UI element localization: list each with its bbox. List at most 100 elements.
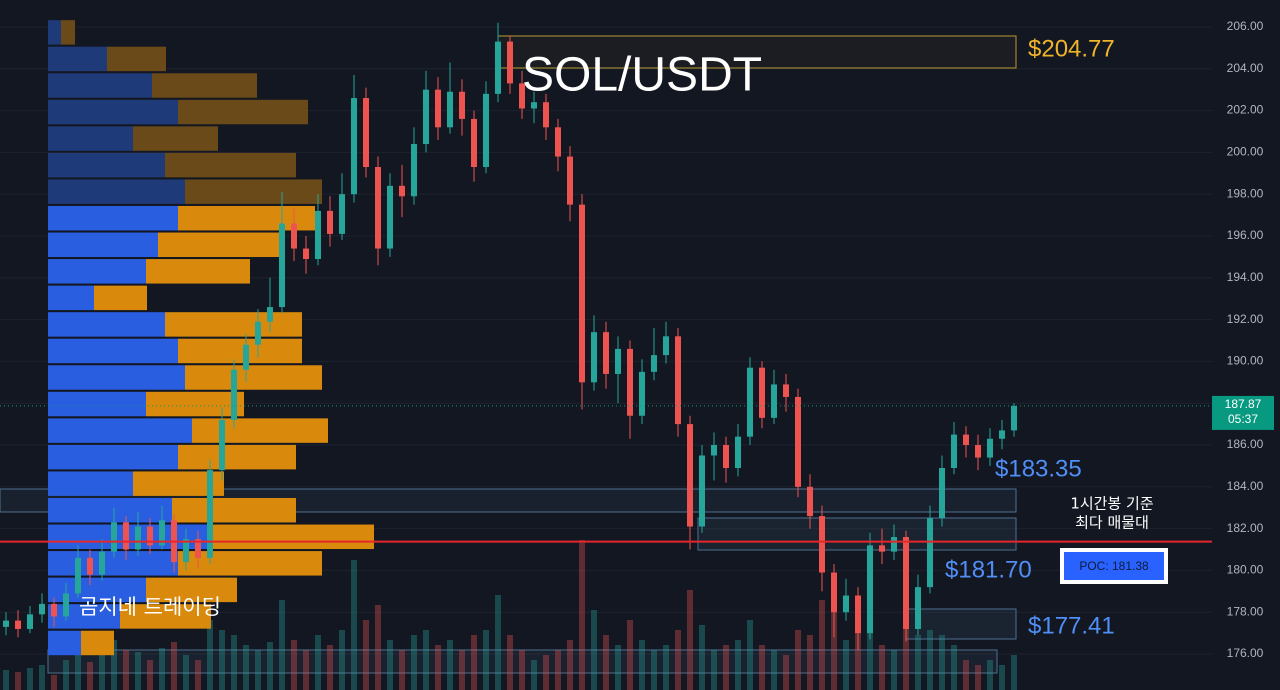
candle-body (675, 336, 681, 425)
profile-buy (48, 551, 178, 576)
candle-body (99, 551, 105, 575)
candle-body (915, 587, 921, 629)
candle-body (375, 167, 381, 249)
volume-bar (591, 610, 597, 690)
current-price-tag (1212, 395, 1274, 430)
volume-bar (951, 645, 957, 690)
candle-body (255, 321, 261, 345)
profile-sell (146, 259, 250, 284)
profile-sell (178, 444, 296, 470)
volume-bar (399, 650, 405, 690)
candle-body (627, 348, 633, 416)
candle-body (807, 486, 813, 517)
volume-bar (567, 640, 573, 690)
volume-bar (315, 635, 321, 690)
candle-body (579, 204, 585, 383)
volume-bar (783, 655, 789, 690)
candle-body (795, 396, 801, 487)
volume-bar (27, 668, 33, 690)
price-label: $204.77 (1028, 35, 1115, 62)
candle-body (543, 102, 549, 128)
y-tick-label: 206.00 (1227, 19, 1264, 33)
candle-body (27, 614, 33, 629)
volume-bar (807, 635, 813, 690)
candle-body (759, 367, 765, 418)
profile-sell (107, 46, 166, 72)
candle-body (87, 557, 93, 575)
candle-body (783, 384, 789, 397)
candle-body (831, 572, 837, 613)
volume-bar (891, 650, 897, 690)
volume-bar (459, 650, 465, 690)
volume-bar (159, 648, 165, 690)
volume-bar (771, 650, 777, 690)
profile-buy (48, 285, 94, 311)
volume-bar (819, 600, 825, 690)
profile-sell (133, 126, 218, 151)
profile-sell (178, 551, 322, 576)
volume-bar (195, 660, 201, 690)
volume-bar (855, 620, 861, 690)
volume-bar (147, 660, 153, 690)
volume-bar (327, 645, 333, 690)
y-tick-label: 202.00 (1227, 103, 1264, 117)
volume-bar (87, 662, 93, 690)
candle-body (879, 545, 885, 552)
candle-body (531, 102, 537, 109)
candle-body (135, 526, 141, 550)
volume-bar (411, 635, 417, 690)
candle-body (951, 434, 957, 469)
volume-bar (519, 650, 525, 690)
volume-bar (255, 650, 261, 690)
candle-body (123, 522, 129, 550)
profile-buy (48, 630, 81, 656)
volume-bar (555, 650, 561, 690)
candle-body (927, 518, 933, 588)
candle-body (735, 436, 741, 469)
candle-body (75, 557, 81, 594)
candle-body (855, 595, 861, 634)
poc-box-inner (1064, 552, 1164, 580)
volume-bar (39, 665, 45, 690)
profile-buy (48, 73, 152, 98)
volume-bar (867, 615, 873, 690)
profile-buy (48, 365, 185, 390)
volume-bar (363, 620, 369, 690)
price-label: $177.41 (1028, 612, 1115, 639)
candle-body (651, 355, 657, 372)
candle-body (459, 91, 465, 119)
candle-body (111, 522, 117, 552)
candle-body (339, 194, 345, 234)
volume-bar (447, 640, 453, 690)
volume-bar (207, 620, 213, 690)
candle-body (711, 445, 717, 456)
profile-sell (165, 152, 296, 178)
volume-bar (747, 620, 753, 690)
candle-body (63, 593, 69, 617)
volume-bar (243, 645, 249, 690)
volume-bar (303, 650, 309, 690)
profile-buy (48, 444, 178, 470)
profile-buy (48, 205, 178, 231)
candle-body (843, 595, 849, 613)
y-tick-label: 200.00 (1227, 145, 1264, 159)
volume-bar (3, 670, 9, 690)
profile-sell (146, 391, 244, 417)
profile-buy (48, 418, 192, 443)
candle-body (291, 223, 297, 249)
candle-body (303, 248, 309, 259)
volume-bar (795, 630, 801, 690)
volume-bar (375, 605, 381, 690)
candle-body (15, 620, 21, 629)
candle-body (507, 41, 513, 84)
profile-buy (48, 259, 146, 284)
candle-body (399, 185, 405, 197)
volume-bar (531, 660, 537, 690)
candle-body (663, 336, 669, 356)
countdown-label: 05:37 (1228, 412, 1258, 426)
candle-body (471, 118, 477, 168)
candle-body (207, 470, 213, 558)
support-zone (905, 608, 1017, 640)
candle-body (747, 367, 753, 437)
